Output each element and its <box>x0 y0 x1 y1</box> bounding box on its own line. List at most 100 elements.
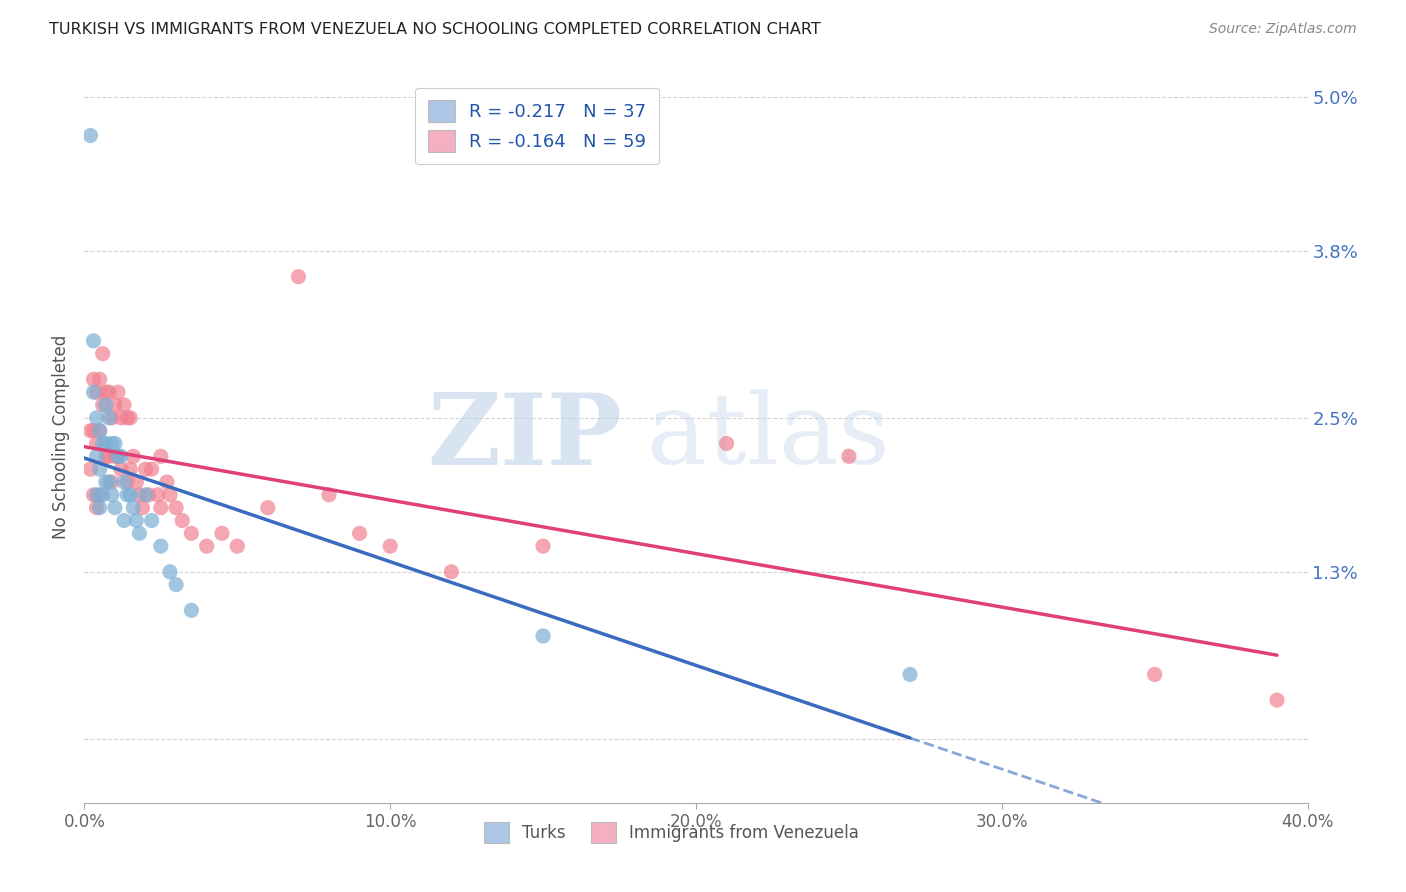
Point <box>156 475 179 489</box>
Point <box>120 410 142 425</box>
Point <box>128 526 150 541</box>
Point <box>838 450 860 464</box>
Point <box>110 450 132 464</box>
Point <box>94 436 117 450</box>
Point <box>122 450 145 464</box>
Point <box>83 372 105 386</box>
Point <box>110 462 132 476</box>
Point <box>94 398 117 412</box>
Point <box>91 436 114 450</box>
Point <box>97 385 120 400</box>
Point <box>104 500 127 515</box>
Point <box>107 385 129 400</box>
Point <box>120 488 142 502</box>
Point <box>89 424 111 438</box>
Point <box>257 500 280 515</box>
Point <box>115 410 138 425</box>
Point <box>83 385 105 400</box>
Point <box>91 488 114 502</box>
Point <box>165 577 187 591</box>
Point <box>83 488 105 502</box>
Text: TURKISH VS IMMIGRANTS FROM VENEZUELA NO SCHOOLING COMPLETED CORRELATION CHART: TURKISH VS IMMIGRANTS FROM VENEZUELA NO … <box>49 22 821 37</box>
Point <box>135 462 157 476</box>
Point <box>1265 693 1288 707</box>
Point <box>125 514 148 528</box>
Point <box>79 128 101 143</box>
Point <box>531 629 554 643</box>
Point <box>94 385 117 400</box>
Point <box>898 667 921 681</box>
Legend: Turks, Immigrants from Venezuela: Turks, Immigrants from Venezuela <box>477 815 866 849</box>
Point <box>107 450 129 464</box>
Point <box>107 450 129 464</box>
Y-axis label: No Schooling Completed: No Schooling Completed <box>52 335 70 539</box>
Point <box>211 526 233 541</box>
Point <box>141 462 163 476</box>
Point <box>89 462 111 476</box>
Point <box>104 450 127 464</box>
Point <box>159 565 181 579</box>
Point <box>83 334 105 348</box>
Point <box>128 488 150 502</box>
Point <box>101 410 124 425</box>
Point <box>97 450 120 464</box>
Point <box>104 436 127 450</box>
Point <box>91 346 114 360</box>
Point <box>112 514 135 528</box>
Point <box>110 410 132 425</box>
Point <box>101 475 124 489</box>
Point <box>318 488 340 502</box>
Point <box>172 514 194 528</box>
Point <box>86 450 108 464</box>
Point <box>531 539 554 553</box>
Point <box>112 475 135 489</box>
Point <box>149 539 172 553</box>
Point <box>91 398 114 412</box>
Point <box>104 398 127 412</box>
Point <box>94 450 117 464</box>
Point <box>89 500 111 515</box>
Point <box>138 488 160 502</box>
Point <box>165 500 187 515</box>
Point <box>115 475 138 489</box>
Point <box>86 410 108 425</box>
Point <box>149 450 172 464</box>
Point <box>112 398 135 412</box>
Point <box>149 500 172 515</box>
Point <box>287 269 309 284</box>
Point <box>349 526 371 541</box>
Point <box>125 475 148 489</box>
Point <box>122 500 145 515</box>
Point <box>86 436 108 450</box>
Point <box>195 539 218 553</box>
Point <box>226 539 249 553</box>
Point <box>86 488 108 502</box>
Text: ZIP: ZIP <box>427 389 623 485</box>
Point <box>180 603 202 617</box>
Point <box>86 385 108 400</box>
Point <box>83 424 105 438</box>
Point <box>79 462 101 476</box>
Point <box>1143 667 1166 681</box>
Text: Source: ZipAtlas.com: Source: ZipAtlas.com <box>1209 22 1357 37</box>
Point <box>141 514 163 528</box>
Point <box>159 488 181 502</box>
Point <box>101 436 124 450</box>
Point <box>97 475 120 489</box>
Point <box>180 526 202 541</box>
Point <box>94 475 117 489</box>
Point <box>79 424 101 438</box>
Point <box>89 372 111 386</box>
Point <box>89 424 111 438</box>
Point <box>89 488 111 502</box>
Point <box>86 500 108 515</box>
Text: atlas: atlas <box>647 389 890 485</box>
Point <box>146 488 169 502</box>
Point <box>131 500 153 515</box>
Point <box>115 488 138 502</box>
Point <box>97 410 120 425</box>
Point <box>440 565 463 579</box>
Point <box>120 462 142 476</box>
Point <box>101 488 124 502</box>
Point <box>380 539 402 553</box>
